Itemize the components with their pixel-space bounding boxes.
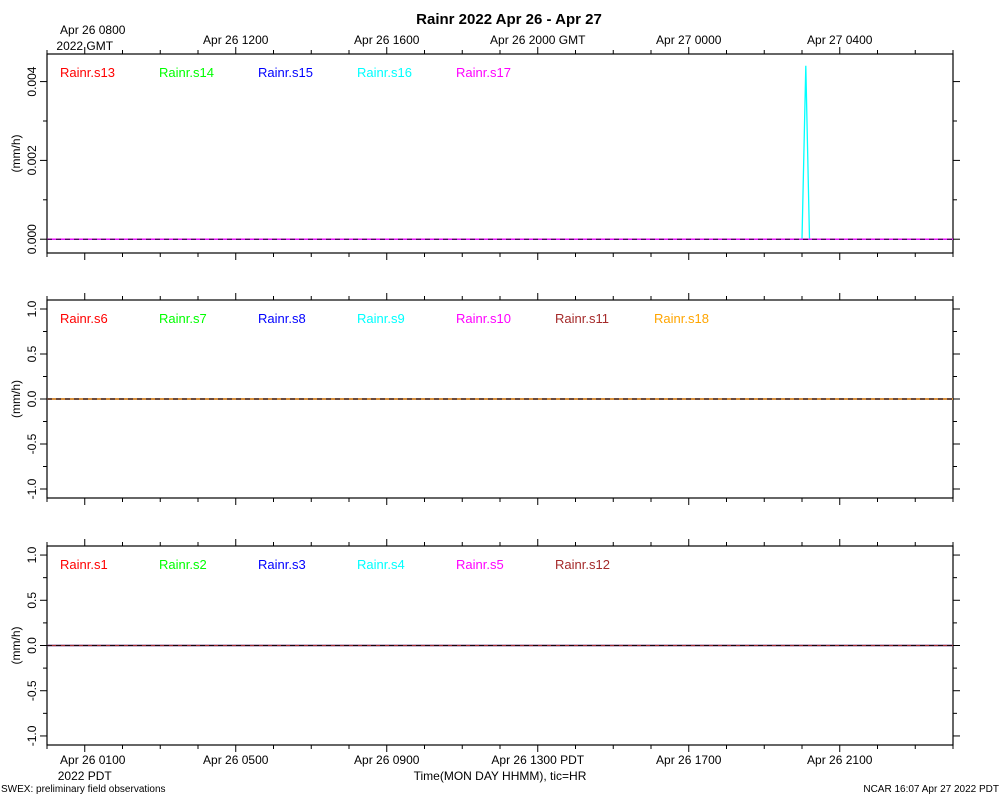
bottom-time-axis: Apr 26 0100 2022 PDT Apr 26 0500 Apr 26 090… <box>58 753 873 783</box>
chart-title: Rainr 2022 Apr 26 - Apr 27 <box>416 11 602 28</box>
top-axis-tick-label: Apr 26 1200 <box>203 33 269 47</box>
legend-entry-rainr-s4: Rainr.s4 <box>357 557 405 572</box>
legend-entry-rainr-s18: Rainr.s18 <box>654 311 709 326</box>
bottom-axis-first-label-line1: Apr 26 0100 <box>60 753 126 767</box>
y-axis-label: (mm/h) <box>9 627 23 665</box>
legend-entry-rainr-s13: Rainr.s13 <box>60 65 115 80</box>
chart-panels: 0.000 0.002 0.004 (mm/h) Rainr.s13 Rainr.s14 R… <box>9 47 960 752</box>
top-axis-first-label-line1: Apr 26 0800 <box>60 23 126 37</box>
legend-entry-rainr-s1: Rainr.s1 <box>60 557 108 572</box>
legend-entry-rainr-s15: Rainr.s15 <box>258 65 313 80</box>
y-tick-label: -1.0 <box>25 725 39 746</box>
legend-entry-rainr-s10: Rainr.s10 <box>456 311 511 326</box>
y-tick-label: 0.5 <box>25 345 39 362</box>
legend-entry-rainr-s9: Rainr.s9 <box>357 311 405 326</box>
y-tick-label: -0.5 <box>25 680 39 701</box>
legend-entry-rainr-s14: Rainr.s14 <box>159 65 214 80</box>
top-axis-tick-label: Apr 27 0000 <box>656 33 722 47</box>
y-tick-label: 0.0 <box>25 390 39 407</box>
y-tick-label: 0.004 <box>25 66 39 96</box>
bottom-axis-tick-label: Apr 26 1300 PDT <box>491 753 584 767</box>
y-axis-label: (mm/h) <box>9 135 23 173</box>
legend-entry-rainr-s11: Rainr.s11 <box>555 311 609 326</box>
legend-entry-rainr-s16: Rainr.s16 <box>357 65 412 80</box>
bottom-axis-tick-label: Apr 26 2100 <box>807 753 873 767</box>
y-tick-label: -1.0 <box>25 478 39 499</box>
legend-entry-rainr-s17: Rainr.s17 <box>456 65 511 80</box>
top-axis-first-label-line2: 2022 GMT <box>56 39 113 53</box>
y-tick-label: 0.002 <box>25 145 39 175</box>
legend-entry-rainr-s6: Rainr.s6 <box>60 311 108 326</box>
legend-entry-rainr-s3: Rainr.s3 <box>258 557 306 572</box>
y-tick-label: 1.0 <box>25 546 39 563</box>
x-axis-label: Time(MON DAY HHMM), tic=HR <box>414 769 587 783</box>
y-tick-label: 1.0 <box>25 300 39 317</box>
series-line-rainr-s16 <box>47 65 953 240</box>
legend-entry-rainr-s5: Rainr.s5 <box>456 557 504 572</box>
y-tick-label: -0.5 <box>25 433 39 454</box>
legend-entry-rainr-s12: Rainr.s12 <box>555 557 610 572</box>
panel-frame <box>46 53 954 254</box>
y-tick-label: 0.5 <box>25 592 39 609</box>
footer-right-note: NCAR 16:07 Apr 27 2022 PDT <box>863 784 999 795</box>
panel-top: 0.000 0.002 0.004 (mm/h) Rainr.s13 Rainr.s14 R… <box>9 47 960 260</box>
bottom-axis-first-label-line2: 2022 PDT <box>58 769 113 783</box>
top-time-axis: Apr 26 0800 2022 GMT Apr 26 1200 Apr 26 160… <box>56 23 872 53</box>
legend-entry-rainr-s8: Rainr.s8 <box>258 311 306 326</box>
top-axis-tick-label: Apr 27 0400 <box>807 33 873 47</box>
bottom-axis-tick-label: Apr 26 0900 <box>354 753 420 767</box>
legend-entry-rainr-s7: Rainr.s7 <box>159 311 207 326</box>
bottom-axis-tick-label: Apr 26 1700 <box>656 753 722 767</box>
panel-bottom: -1.0 -0.5 0.0 0.5 1.0 (mm/h) Rainr.s1 Rainr.s2 R… <box>9 539 960 752</box>
y-axis-label: (mm/h) <box>9 380 23 418</box>
top-axis-tick-label: Apr 26 2000 GMT <box>490 33 586 47</box>
y-tick-label: 0.000 <box>25 224 39 254</box>
legend-entry-rainr-s2: Rainr.s2 <box>159 557 207 572</box>
bottom-axis-tick-label: Apr 26 0500 <box>203 753 269 767</box>
top-axis-tick-label: Apr 26 1600 <box>354 33 420 47</box>
panel-middle: -1.0 -0.5 0.0 0.5 1.0 (mm/h) Rainr.s6 Rainr.s7 R… <box>9 293 960 505</box>
footer-left-note: SWEX: preliminary field observations <box>1 784 166 795</box>
y-tick-label: 0.0 <box>25 637 39 654</box>
